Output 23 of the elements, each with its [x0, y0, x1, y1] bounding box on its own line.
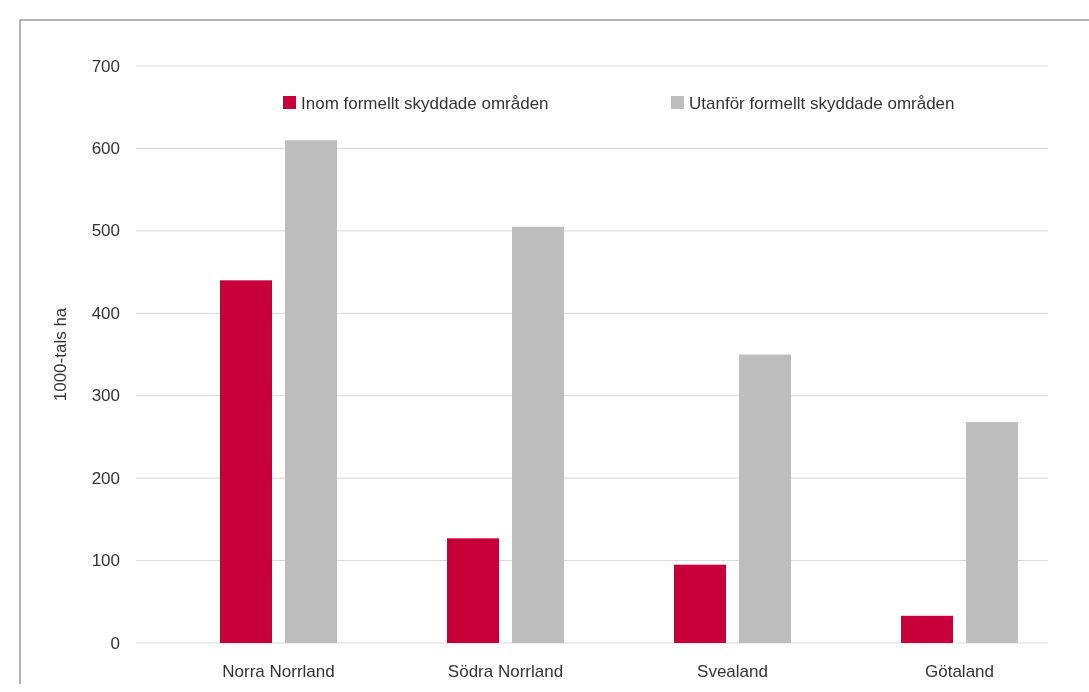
- bar: [285, 140, 337, 643]
- legend-label: Inom formellt skyddade områden: [301, 93, 549, 113]
- bar: [966, 422, 1018, 643]
- bar: [447, 538, 499, 643]
- y-tick-label: 0: [110, 633, 120, 653]
- y-tick-label: 700: [91, 56, 120, 76]
- bar: [901, 615, 953, 643]
- bar: [739, 354, 791, 643]
- y-tick-label: 200: [91, 468, 120, 488]
- x-tick-label: Götaland: [925, 661, 994, 681]
- y-tick-label: 600: [91, 138, 120, 158]
- bar: [674, 564, 726, 643]
- y-tick-label: 300: [91, 386, 120, 406]
- x-tick-label: Norra Norrland: [222, 661, 335, 681]
- y-tick-label: 500: [91, 221, 120, 241]
- legend-label: Utanför formellt skyddade områden: [689, 93, 955, 113]
- x-tick-label: Södra Norrland: [447, 661, 564, 681]
- bar: [220, 280, 272, 643]
- bar: [512, 226, 564, 643]
- y-tick-label: 400: [91, 303, 120, 323]
- y-tick-label: 100: [91, 551, 120, 571]
- x-tick-label: Svealand: [697, 661, 768, 681]
- y-axis-title: 1000-tals ha: [50, 307, 70, 402]
